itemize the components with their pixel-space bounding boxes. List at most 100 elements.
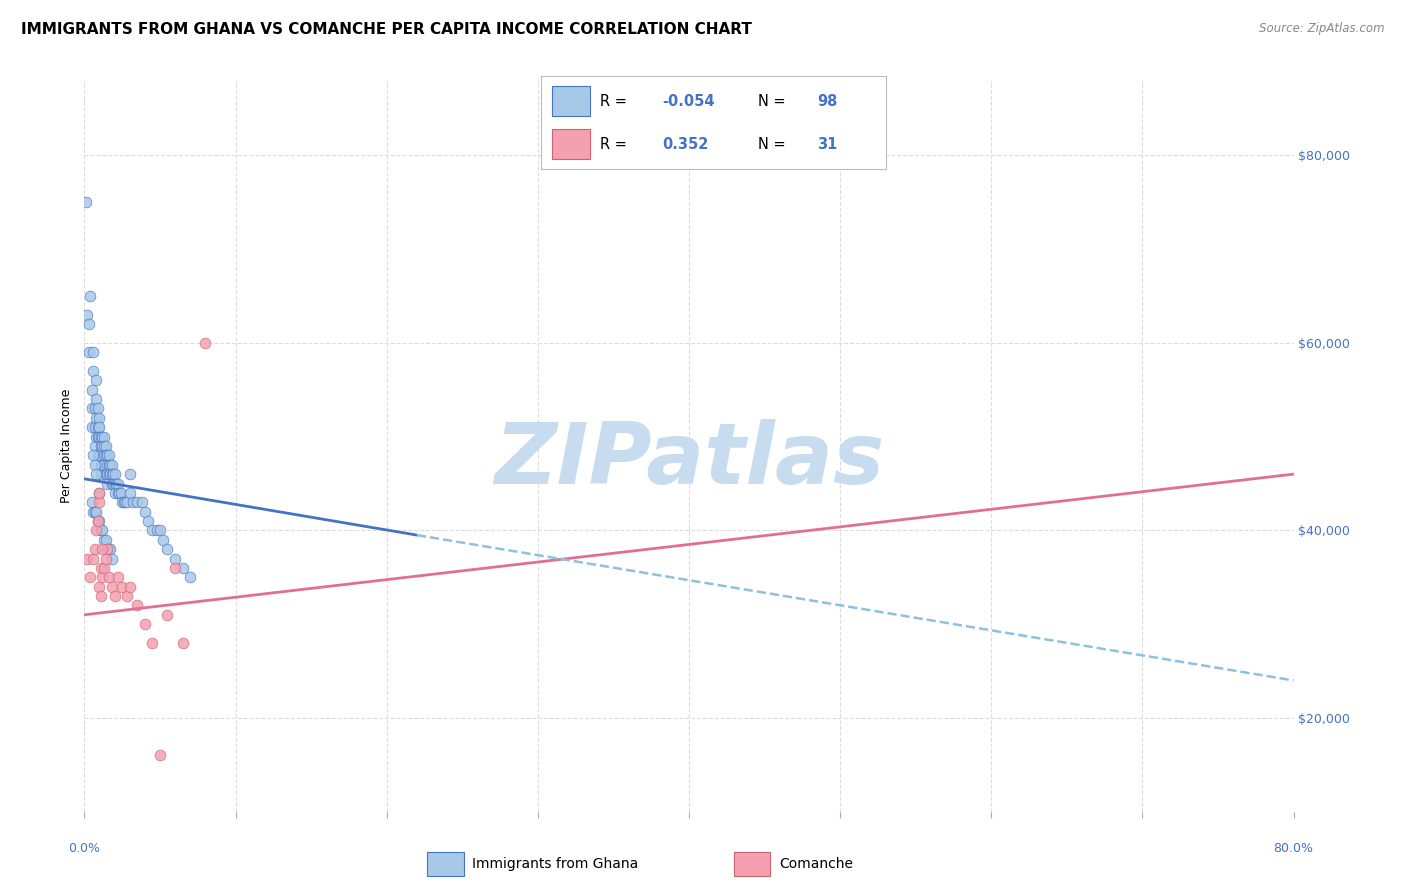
Point [87, 429, 110, 443]
Point [100, 467, 122, 482]
Point [89, 420, 111, 434]
Point [134, 617, 156, 632]
Point [105, 476, 128, 491]
Point [97, 570, 120, 584]
Point [82, 505, 104, 519]
Point [100, 476, 122, 491]
Y-axis label: Per Capita Income: Per Capita Income [59, 389, 73, 503]
Point [93, 429, 115, 443]
Point [94, 467, 117, 482]
Point [118, 467, 141, 482]
Point [127, 599, 149, 613]
Point [89, 486, 111, 500]
Point [97, 449, 120, 463]
Point [86, 410, 108, 425]
Point [172, 561, 194, 575]
Point [86, 373, 108, 387]
Point [98, 458, 121, 472]
Point [93, 449, 115, 463]
Point [86, 467, 108, 482]
Point [86, 505, 108, 519]
Text: N =: N = [758, 94, 790, 109]
Point [91, 524, 114, 538]
Point [82, 364, 104, 378]
Text: 98: 98 [817, 94, 837, 109]
Point [87, 514, 110, 528]
Point [79, 570, 101, 584]
Point [87, 420, 110, 434]
Point [107, 486, 129, 500]
Point [89, 580, 111, 594]
Point [90, 429, 112, 443]
Point [80, 420, 103, 434]
Point [134, 505, 156, 519]
Point [93, 439, 115, 453]
Point [89, 495, 111, 509]
Point [90, 524, 112, 538]
Point [115, 589, 138, 603]
Point [80, 495, 103, 509]
Point [104, 589, 127, 603]
Point [104, 486, 127, 500]
Point [86, 392, 108, 406]
Point [94, 551, 117, 566]
Point [141, 636, 163, 650]
Point [107, 570, 129, 584]
Point [107, 476, 129, 491]
Point [90, 467, 112, 482]
Point [111, 580, 134, 594]
Text: R =: R = [600, 136, 636, 152]
Point [93, 458, 115, 472]
Point [156, 542, 179, 557]
Point [111, 495, 134, 509]
Point [110, 486, 132, 500]
Point [84, 420, 107, 434]
Point [84, 542, 107, 557]
Point [101, 467, 124, 482]
Point [100, 551, 122, 566]
Text: Source: ZipAtlas.com: Source: ZipAtlas.com [1260, 22, 1385, 36]
Point [91, 542, 114, 557]
Point [84, 505, 107, 519]
Point [84, 401, 107, 416]
Point [136, 514, 159, 528]
Point [82, 345, 104, 359]
Point [91, 570, 114, 584]
Point [104, 476, 127, 491]
Point [84, 439, 107, 453]
Point [75, 195, 97, 210]
Bar [551, 129, 589, 159]
Point [91, 429, 114, 443]
Point [91, 439, 114, 453]
Point [86, 429, 108, 443]
Point [108, 486, 131, 500]
Point [76, 308, 98, 322]
Point [115, 495, 138, 509]
Point [114, 495, 136, 509]
Point [101, 476, 124, 491]
Point [93, 533, 115, 547]
Point [100, 458, 122, 472]
Point [86, 524, 108, 538]
Point [82, 551, 104, 566]
Point [87, 401, 110, 416]
Point [149, 748, 172, 763]
Point [97, 458, 120, 472]
Point [80, 383, 103, 397]
Point [98, 467, 121, 482]
Point [87, 449, 110, 463]
Point [121, 495, 143, 509]
Point [89, 514, 111, 528]
Text: Immigrants from Ghana: Immigrants from Ghana [472, 857, 638, 871]
Point [131, 495, 153, 509]
Bar [427, 853, 464, 876]
Bar [734, 853, 770, 876]
Point [96, 542, 118, 557]
Point [77, 317, 100, 331]
Point [96, 467, 118, 482]
Point [118, 486, 141, 500]
Text: ZIPatlas: ZIPatlas [494, 419, 884, 502]
Point [93, 561, 115, 575]
Point [90, 561, 112, 575]
Point [97, 542, 120, 557]
